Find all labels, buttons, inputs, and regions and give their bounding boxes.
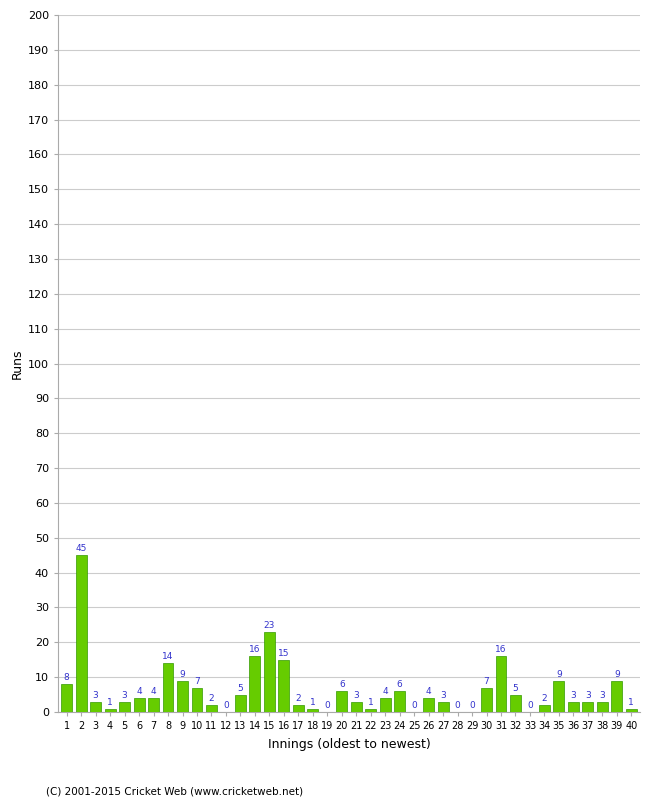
Bar [105, 709, 116, 712]
Bar [119, 702, 130, 712]
Text: 15: 15 [278, 649, 290, 658]
Text: 8: 8 [64, 674, 70, 682]
Text: 7: 7 [194, 677, 200, 686]
Text: 9: 9 [614, 670, 619, 679]
Text: 3: 3 [599, 691, 605, 700]
Text: 1: 1 [107, 698, 113, 706]
Text: 14: 14 [162, 653, 174, 662]
Text: 6: 6 [339, 680, 345, 690]
Text: 6: 6 [396, 680, 402, 690]
Text: 5: 5 [513, 684, 518, 693]
X-axis label: Innings (oldest to newest): Innings (oldest to newest) [268, 738, 430, 751]
Text: 9: 9 [556, 670, 562, 679]
Text: 1: 1 [629, 698, 634, 706]
Bar [162, 663, 174, 712]
Bar [510, 694, 521, 712]
Bar [539, 705, 550, 712]
Bar [336, 691, 347, 712]
Text: 0: 0 [411, 702, 417, 710]
Bar [351, 702, 361, 712]
Bar [278, 660, 289, 712]
Bar [264, 632, 275, 712]
Text: 4: 4 [136, 687, 142, 696]
Text: 2: 2 [209, 694, 214, 703]
Text: (C) 2001-2015 Cricket Web (www.cricketweb.net): (C) 2001-2015 Cricket Web (www.cricketwe… [46, 786, 303, 796]
Bar [612, 681, 622, 712]
Text: 0: 0 [324, 702, 330, 710]
Bar [568, 702, 579, 712]
Bar [206, 705, 217, 712]
Bar [582, 702, 593, 712]
Text: 23: 23 [264, 621, 275, 630]
Bar [235, 694, 246, 712]
Bar [380, 698, 391, 712]
Bar [90, 702, 101, 712]
Text: 5: 5 [237, 684, 243, 693]
Bar [597, 702, 608, 712]
Bar [76, 555, 86, 712]
Text: 0: 0 [223, 702, 229, 710]
Bar [250, 656, 260, 712]
Bar [293, 705, 304, 712]
Text: 4: 4 [382, 687, 388, 696]
Text: 9: 9 [179, 670, 185, 679]
Bar [148, 698, 159, 712]
Text: 2: 2 [296, 694, 301, 703]
Bar [61, 684, 72, 712]
Bar [307, 709, 318, 712]
Text: 0: 0 [527, 702, 533, 710]
Text: 1: 1 [368, 698, 374, 706]
Text: 0: 0 [455, 702, 460, 710]
Bar [626, 709, 637, 712]
Text: 16: 16 [249, 646, 261, 654]
Text: 3: 3 [354, 691, 359, 700]
Bar [395, 691, 405, 712]
Bar [423, 698, 434, 712]
Text: 3: 3 [585, 691, 591, 700]
Bar [437, 702, 448, 712]
Text: 4: 4 [426, 687, 432, 696]
Text: 45: 45 [75, 545, 87, 554]
Bar [365, 709, 376, 712]
Text: 3: 3 [93, 691, 99, 700]
Y-axis label: Runs: Runs [10, 348, 23, 378]
Text: 0: 0 [469, 702, 475, 710]
Bar [495, 656, 506, 712]
Bar [192, 688, 202, 712]
Bar [481, 688, 492, 712]
Bar [554, 681, 564, 712]
Text: 16: 16 [495, 646, 507, 654]
Bar [177, 681, 188, 712]
Text: 2: 2 [541, 694, 547, 703]
Text: 1: 1 [310, 698, 316, 706]
Text: 4: 4 [151, 687, 157, 696]
Bar [134, 698, 144, 712]
Text: 3: 3 [122, 691, 127, 700]
Text: 7: 7 [484, 677, 489, 686]
Text: 3: 3 [440, 691, 446, 700]
Text: 3: 3 [571, 691, 577, 700]
